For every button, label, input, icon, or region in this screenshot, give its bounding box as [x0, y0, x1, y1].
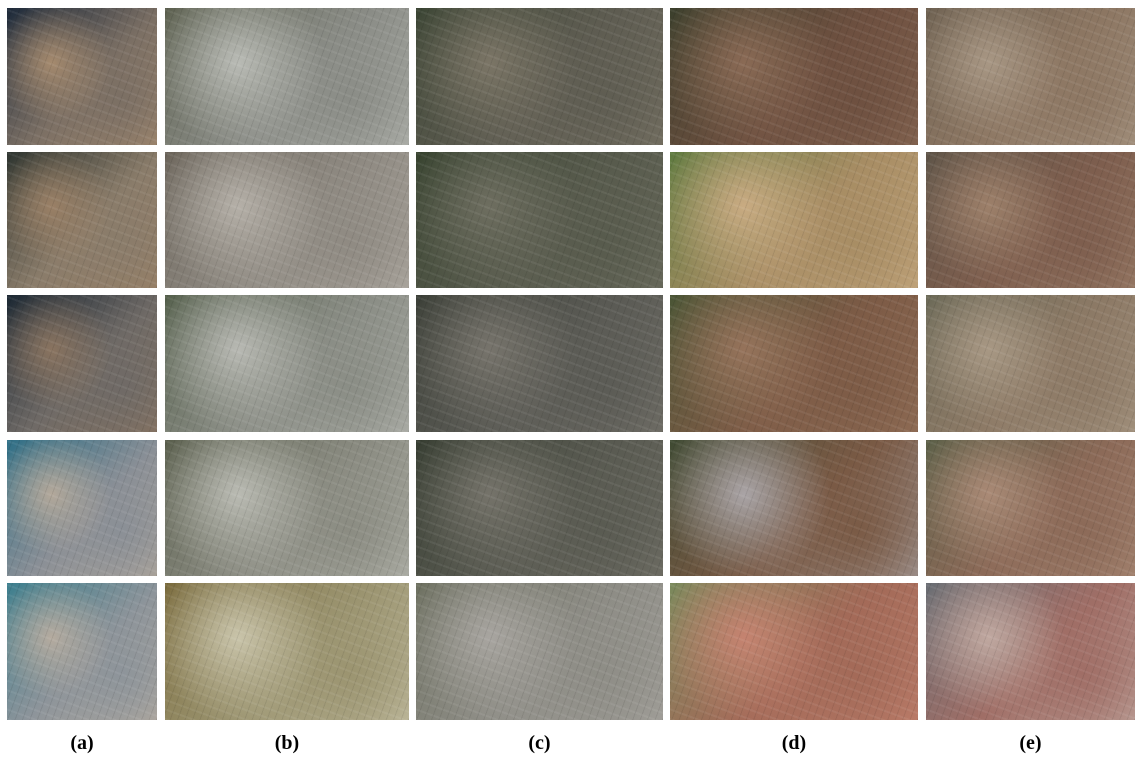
satellite-image: [7, 440, 157, 576]
satellite-image: [7, 8, 157, 145]
satellite-image: [670, 8, 918, 145]
satellite-image: [670, 295, 918, 432]
panel-label: (e): [926, 732, 1135, 755]
satellite-image: [670, 152, 918, 288]
satellite-image: [7, 295, 157, 432]
satellite-image: [165, 8, 409, 145]
satellite-image: [165, 583, 409, 720]
satellite-image: [926, 583, 1135, 720]
panel-label: (b): [165, 732, 409, 755]
satellite-image: [416, 440, 663, 576]
satellite-image: [926, 295, 1135, 432]
satellite-image: [416, 8, 663, 145]
satellite-image: [926, 440, 1135, 576]
panel-label: (a): [7, 732, 157, 755]
figure: (a) (b) (c) (d) (e): [0, 0, 1135, 758]
satellite-image: [670, 440, 918, 576]
satellite-image: [7, 152, 157, 288]
panel-label: (c): [416, 732, 663, 755]
satellite-image: [926, 8, 1135, 145]
satellite-image: [416, 583, 663, 720]
satellite-image: [165, 440, 409, 576]
satellite-image: [165, 152, 409, 288]
satellite-image: [416, 152, 663, 288]
satellite-image: [165, 295, 409, 432]
satellite-image: [416, 295, 663, 432]
satellite-image: [670, 583, 918, 720]
satellite-image: [926, 152, 1135, 288]
satellite-image: [7, 583, 157, 720]
panel-label: (d): [670, 732, 918, 755]
